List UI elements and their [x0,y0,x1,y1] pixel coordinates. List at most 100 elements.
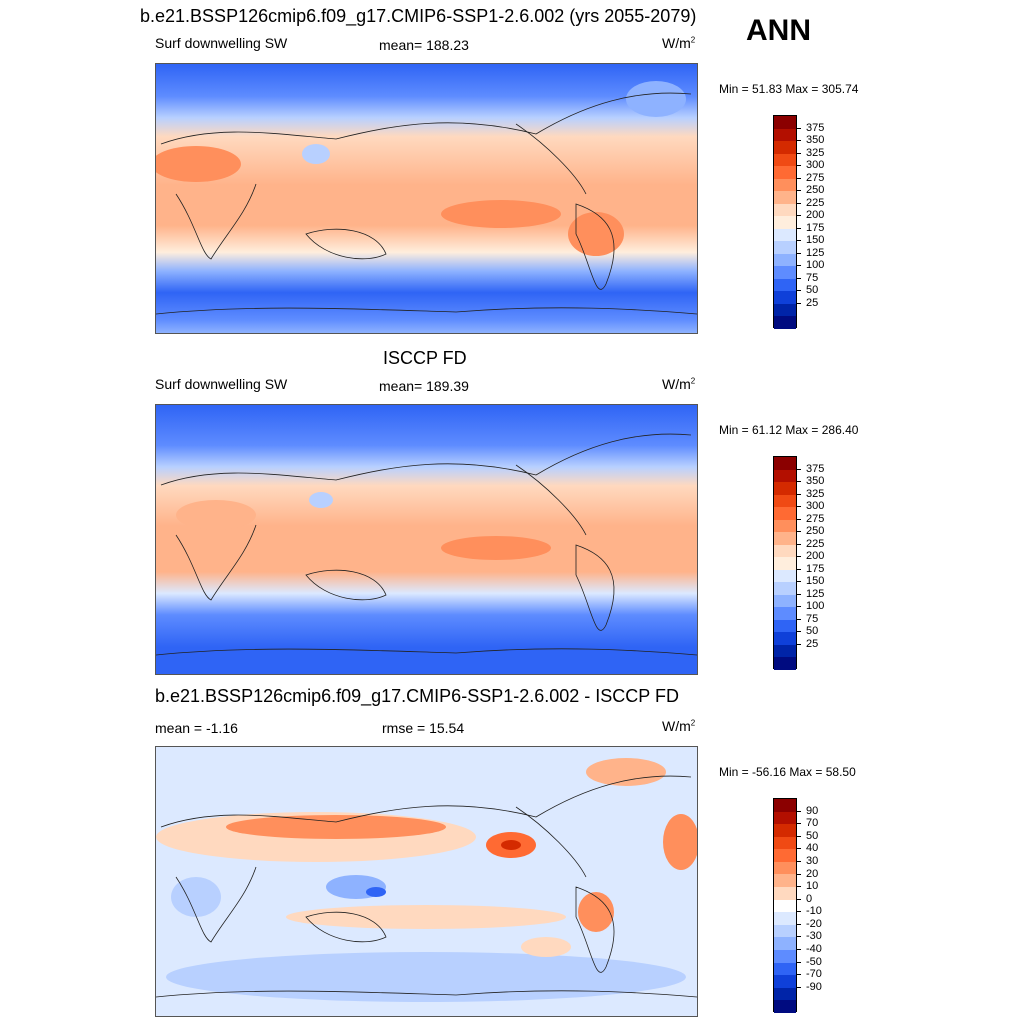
colorbar-segment [774,507,796,520]
colorbar-tick-label: 250 [806,184,825,197]
panel3-map [155,746,698,1017]
colorbar-tick-label: 90 [806,804,819,817]
colorbar-tick-mark [797,898,801,900]
colorbar-segment [774,657,796,670]
colorbar-tick-mark [797,252,801,254]
colorbar-tick-label: 100 [806,259,825,272]
colorbar-tick-label: -30 [806,930,822,943]
colorbar-tick-mark [797,481,801,483]
colorbar-tick-label: 375 [806,462,825,475]
colorbar-segment [774,303,796,317]
colorbar-segment [774,178,796,192]
colorbar-tick-mark [797,531,801,533]
colorbar-tick-label: 225 [806,537,825,550]
colorbar-tick-mark [797,277,801,279]
colorbar-segment [774,457,796,470]
colorbar-tick-label: 150 [806,234,825,247]
colorbar-tick-label: -70 [806,968,822,981]
panel3-rmse-label: rmse = 15.54 [382,720,465,736]
colorbar-tick-label: 275 [806,512,825,525]
colorbar-segment [774,975,796,988]
colorbar-tick-mark [797,493,801,495]
panel1-units: W/m2 [662,35,696,51]
panel1-colorbar [773,115,797,329]
colorbar-tick-label: 10 [806,880,819,893]
colorbar-segment [774,494,796,508]
colorbar-segment [774,811,796,825]
season-label: ANN [746,14,811,47]
colorbar-tick-mark [797,468,801,470]
colorbar-tick-label: 0 [806,892,813,905]
colorbar-tick-label: 300 [806,159,825,172]
colorbar-tick-mark [797,986,801,988]
colorbar-tick-mark [797,835,801,837]
panel2-range: Min = 61.12 Max = 286.40 [719,423,859,437]
colorbar-tick-label: 175 [806,221,825,234]
colorbar-segment [774,266,796,279]
colorbar-tick-mark [797,290,801,292]
panel1-left-label: Surf downwelling SW [155,35,288,51]
colorbar-segment [774,836,796,850]
colorbar-tick-label: 325 [806,487,825,500]
colorbar-tick-label: 75 [806,271,819,284]
panel2-colorbar [773,456,797,670]
colorbar-segment [774,912,796,925]
colorbar-tick-mark [797,911,801,913]
colorbar-tick-label: -20 [806,917,822,930]
colorbar-tick-label: 125 [806,246,825,259]
panel2-mean-label: mean= 189.39 [379,378,469,394]
colorbar-segment [774,632,796,645]
colorbar-tick-mark [797,518,801,520]
colorbar-tick-mark [797,923,801,925]
colorbar-segment [774,482,796,495]
colorbar-tick-mark [797,543,801,545]
colorbar-segment [774,203,796,217]
colorbar-tick-label: 200 [806,209,825,222]
colorbar-tick-label: -40 [806,943,822,956]
colorbar-segment [774,191,796,204]
colorbar-segment [774,987,796,1001]
main-title: b.e21.BSSP126cmip6.f09_g17.CMIP6-SSP1-2.… [140,6,697,26]
colorbar-tick-mark [797,556,801,558]
colorbar-tick-label: 350 [806,475,825,488]
colorbar-tick-mark [797,506,801,508]
colorbar-tick-mark [797,152,801,154]
colorbar-tick-label: 325 [806,146,825,159]
panel1-range: Min = 51.83 Max = 305.74 [719,82,859,96]
colorbar-segment [774,619,796,633]
colorbar-tick-mark [797,643,801,645]
colorbar-segment [774,291,796,304]
colorbar-tick-label: 275 [806,171,825,184]
colorbar-tick-label: 350 [806,134,825,147]
colorbar-tick-label: 250 [806,525,825,538]
colorbar-tick-mark [797,949,801,951]
colorbar-segment [774,278,796,292]
panel1-sahara-max [156,146,241,182]
colorbar-tick-label: -90 [806,980,822,993]
colorbar-tick-mark [797,568,801,570]
colorbar-tick-mark [797,265,801,267]
colorbar-tick-mark [797,177,801,179]
panel3-mean-label: mean = -1.16 [155,720,238,736]
colorbar-segment [774,824,796,837]
colorbar-tick-mark [797,127,801,129]
colorbar-segment [774,962,796,976]
colorbar-segment [774,544,796,558]
colorbar-segment [774,153,796,167]
colorbar-segment [774,861,796,875]
colorbar-tick-mark [797,631,801,633]
colorbar-tick-label: 50 [806,284,819,297]
colorbar-segment [774,241,796,254]
panel2-units: W/m2 [662,376,696,392]
colorbar-tick-label: -50 [806,955,822,968]
colorbar-tick-label: 25 [806,296,819,309]
colorbar-tick-mark [797,581,801,583]
panel2-left-label: Surf downwelling SW [155,376,288,392]
colorbar-tick-mark [797,810,801,812]
colorbar-segment [774,937,796,950]
panel3-title: b.e21.BSSP126cmip6.f09_g17.CMIP6-SSP1-2.… [155,686,679,706]
panel1-mean-label: mean= 188.23 [379,37,469,53]
colorbar-tick-mark [797,227,801,229]
colorbar-tick-label: 40 [806,842,819,855]
colorbar-tick-label: 200 [806,550,825,563]
